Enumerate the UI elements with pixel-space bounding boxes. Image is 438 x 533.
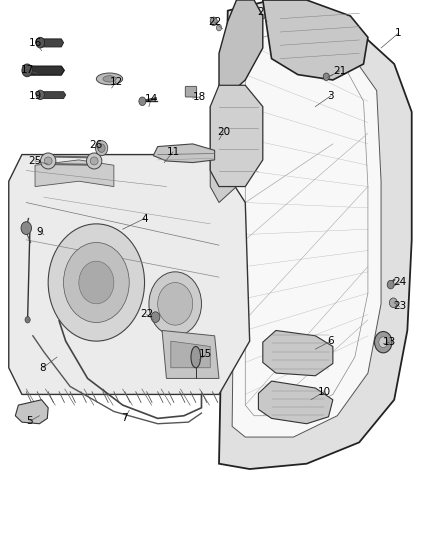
Polygon shape [9,155,250,394]
Polygon shape [232,16,381,437]
Text: 12: 12 [110,77,123,86]
Polygon shape [210,85,263,187]
Text: 6: 6 [327,336,334,346]
Text: 4: 4 [141,214,148,223]
Text: 18: 18 [193,92,206,102]
Polygon shape [35,160,114,187]
Text: 7: 7 [121,414,128,423]
FancyBboxPatch shape [185,86,197,97]
Text: 14: 14 [145,94,158,103]
Ellipse shape [191,346,201,368]
Circle shape [79,261,114,304]
Text: 9: 9 [36,227,43,237]
Text: 19: 19 [29,91,42,101]
Circle shape [64,243,129,322]
Circle shape [139,97,146,106]
Polygon shape [171,341,210,368]
Text: 13: 13 [383,337,396,347]
Polygon shape [263,0,368,80]
Ellipse shape [96,73,123,85]
Polygon shape [15,400,48,424]
Text: 15: 15 [199,350,212,359]
Ellipse shape [86,153,102,169]
Circle shape [36,90,44,100]
Text: 16: 16 [29,38,42,47]
Circle shape [36,37,45,48]
Circle shape [21,222,32,235]
Text: 24: 24 [393,278,406,287]
Text: 10: 10 [318,387,331,397]
Circle shape [210,17,217,26]
Circle shape [25,317,30,323]
Circle shape [48,224,145,341]
Text: 1: 1 [395,28,402,38]
Circle shape [323,73,329,80]
Polygon shape [219,0,263,96]
Text: 23: 23 [393,302,406,311]
Text: 22: 22 [140,310,153,319]
Polygon shape [263,330,333,376]
Text: 22: 22 [208,18,221,27]
Text: 26: 26 [89,140,102,150]
Ellipse shape [90,157,98,165]
Text: 11: 11 [166,147,180,157]
Text: 3: 3 [327,91,334,101]
Text: 20: 20 [217,127,230,137]
Text: 5: 5 [26,416,33,426]
Ellipse shape [44,157,52,165]
Circle shape [98,144,105,152]
Circle shape [22,64,32,77]
Circle shape [151,312,160,322]
Ellipse shape [103,76,116,82]
Polygon shape [37,39,64,47]
Text: 8: 8 [39,363,46,373]
Circle shape [389,298,397,308]
Polygon shape [258,381,333,424]
Polygon shape [153,144,215,163]
Ellipse shape [40,153,56,169]
Circle shape [149,272,201,336]
Polygon shape [162,330,219,378]
Circle shape [158,282,193,325]
Text: 21: 21 [333,66,346,76]
Polygon shape [219,0,412,469]
Text: 17: 17 [21,66,34,75]
Text: 25: 25 [28,156,42,166]
Polygon shape [37,92,66,99]
Circle shape [216,25,222,31]
Circle shape [379,337,388,348]
Text: 2: 2 [257,7,264,17]
Circle shape [95,141,108,156]
Polygon shape [210,107,237,203]
Circle shape [387,280,394,289]
Polygon shape [23,66,64,75]
Circle shape [374,332,392,353]
